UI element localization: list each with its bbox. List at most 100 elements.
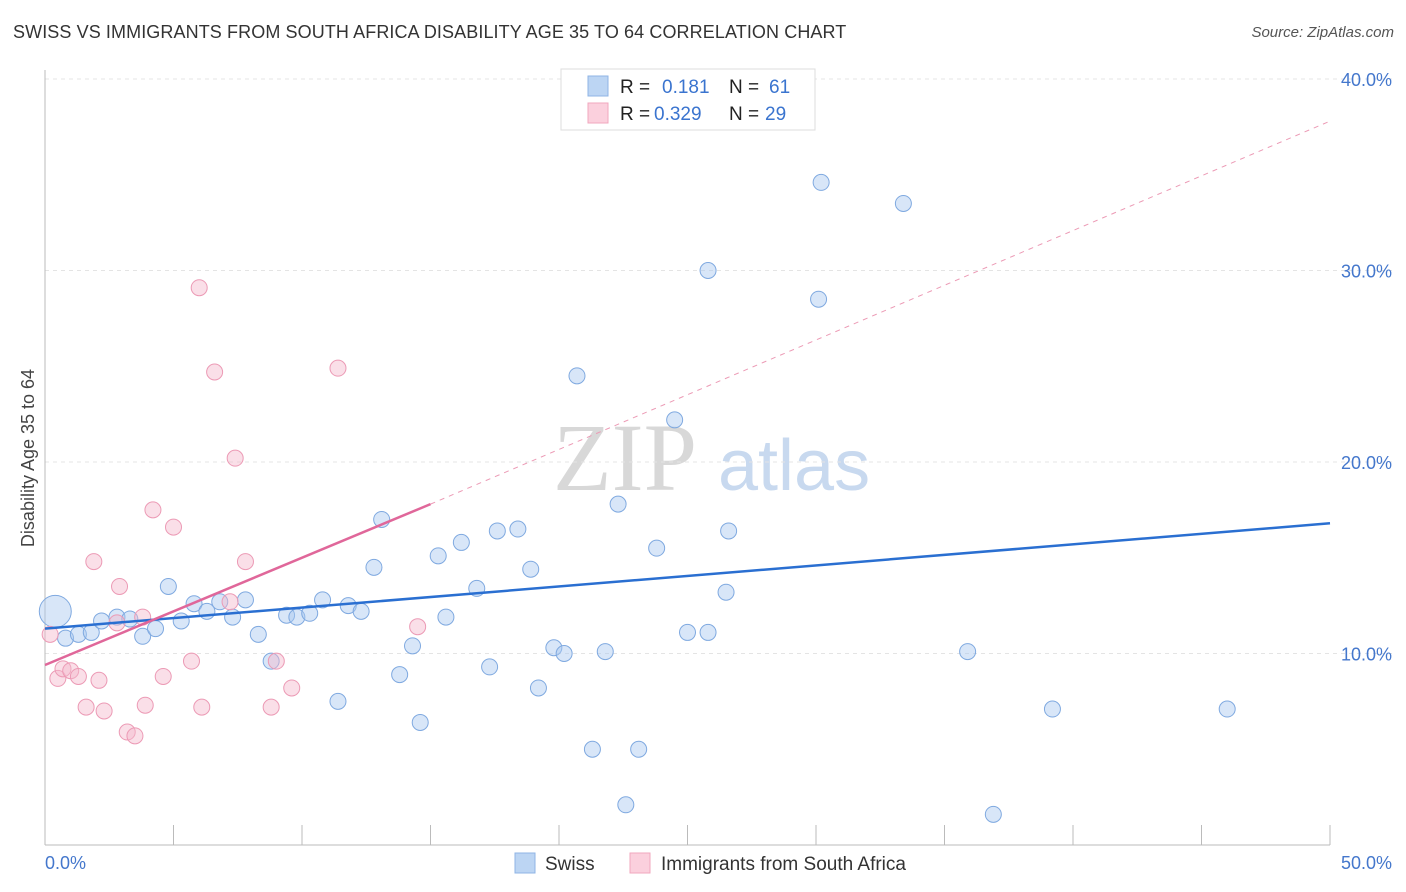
swiss-point — [134, 627, 152, 645]
swiss-point — [365, 558, 383, 576]
swiss-point — [894, 194, 912, 212]
immigrants-point — [144, 501, 162, 519]
immigrants-trend-line — [44, 502, 431, 667]
immigrants-point — [136, 696, 154, 714]
swiss-point — [411, 713, 429, 731]
legend-n-label-swiss: N = — [729, 77, 759, 98]
trend-lines — [44, 120, 1331, 667]
swiss-point — [249, 625, 267, 643]
swiss-point — [108, 608, 126, 626]
immigrants-point — [165, 518, 182, 536]
immigrants-point — [182, 652, 200, 670]
x-axis-ticks — [173, 825, 1331, 845]
source-label: Source: ZipAtlas.com — [1251, 24, 1394, 41]
swiss-point — [630, 740, 648, 758]
swiss-point — [352, 602, 370, 620]
legend-n-value-immigrants: 29 — [765, 104, 786, 125]
swiss-point — [596, 643, 614, 661]
swiss-point — [488, 522, 506, 540]
swiss-point — [717, 583, 735, 601]
bottom-legend: Swiss Immigrants from South Africa — [514, 852, 906, 875]
swiss-point — [38, 594, 72, 628]
immigrants-point — [85, 553, 103, 571]
swiss-point — [314, 591, 332, 609]
swiss-point — [699, 262, 717, 279]
y-axis-tick-labels: 10.0% 20.0% 30.0% 40.0% — [1341, 70, 1392, 665]
swiss-point — [1218, 700, 1236, 718]
bottom-legend-swatch-swiss — [514, 852, 536, 874]
immigrants-point — [118, 723, 136, 741]
immigrants-point — [126, 727, 144, 745]
immigrants-point — [409, 618, 427, 636]
swiss-point — [699, 623, 717, 641]
immigrants-point — [77, 698, 95, 716]
swiss-point — [1043, 700, 1061, 718]
immigrants-point — [221, 593, 239, 611]
legend-r-label-immigrants: R = — [620, 104, 650, 125]
immigrants-point — [111, 577, 129, 595]
x-tick-label-min: 0.0% — [45, 853, 86, 873]
swiss-point — [720, 522, 738, 540]
bottom-legend-label-swiss: Swiss — [545, 854, 595, 875]
swiss-point — [452, 533, 470, 551]
legend-r-value-swiss: 0.181 — [662, 77, 710, 98]
immigrants-point — [154, 667, 172, 685]
legend-swatch-swiss — [587, 75, 609, 97]
bottom-legend-label-immigrants: Immigrants from South Africa — [661, 854, 906, 875]
swiss-trend-line — [44, 522, 1331, 630]
swiss-point — [648, 539, 666, 557]
swiss-point — [984, 805, 1002, 823]
y-tick-label: 30.0% — [1341, 262, 1392, 282]
y-axis-label: Disability Age 35 to 64 — [18, 369, 38, 547]
legend: R = 0.181 N = 61 R = 0.329 N = 29 — [560, 68, 816, 131]
swiss-point — [529, 679, 547, 697]
swiss-point — [679, 623, 696, 641]
immigrants-point — [190, 279, 208, 297]
watermark-atlas: atlas — [718, 426, 870, 506]
swiss-point — [617, 796, 635, 814]
immigrants-point — [206, 363, 224, 381]
legend-swatch-immigrants — [587, 102, 609, 124]
y-tick-label: 10.0% — [1341, 645, 1392, 665]
legend-n-value-swiss: 61 — [769, 77, 790, 98]
swiss-point — [583, 740, 601, 758]
scatter-points — [38, 173, 1236, 823]
swiss-point — [555, 645, 573, 662]
swiss-point — [437, 608, 455, 626]
swiss-point — [522, 560, 540, 578]
swiss-point — [666, 411, 684, 429]
immigrants-point — [267, 652, 285, 670]
swiss-point — [568, 367, 586, 385]
legend-r-label-swiss: R = — [620, 77, 650, 98]
immigrants-point — [236, 553, 254, 571]
swiss-point — [429, 547, 447, 565]
swiss-point — [93, 612, 111, 630]
swiss-point — [159, 577, 177, 595]
swiss-point — [236, 591, 254, 609]
swiss-point — [211, 593, 229, 611]
immigrants-point — [329, 359, 347, 377]
swiss-point — [812, 173, 830, 191]
immigrants-point — [90, 671, 108, 689]
immigrants-point — [283, 679, 301, 697]
swiss-point — [391, 666, 409, 684]
immigrants-point — [262, 698, 280, 716]
swiss-point — [147, 620, 165, 638]
immigrants-point — [226, 449, 244, 467]
watermark: ZIP atlas — [553, 404, 870, 511]
immigrants-trend-extension — [430, 120, 1331, 505]
swiss-point — [329, 692, 347, 710]
swiss-point — [959, 643, 977, 661]
swiss-point — [609, 495, 627, 513]
legend-r-value-immigrants: 0.329 — [654, 104, 702, 125]
swiss-point — [509, 520, 527, 538]
chart-title: SWISS VS IMMIGRANTS FROM SOUTH AFRICA DI… — [13, 22, 847, 42]
swiss-point — [404, 637, 422, 655]
swiss-point — [545, 639, 563, 657]
swiss-point — [301, 604, 319, 622]
y-tick-label: 40.0% — [1341, 70, 1392, 90]
legend-n-label-immigrants: N = — [729, 104, 759, 125]
swiss-point — [262, 652, 280, 670]
immigrants-point — [69, 667, 87, 685]
